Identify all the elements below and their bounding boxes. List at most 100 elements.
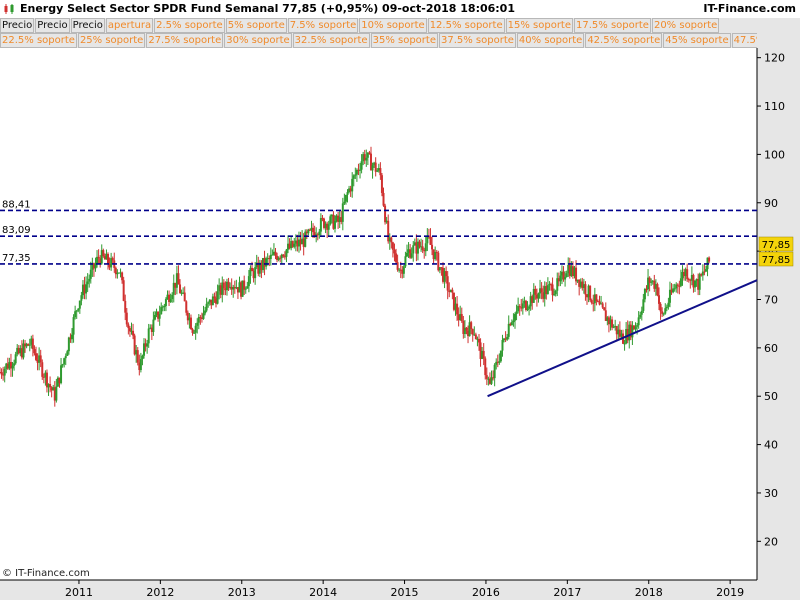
indicator-chip[interactable]: Precio <box>0 18 35 33</box>
candle-body <box>659 303 662 312</box>
indicator-chip[interactable]: Precio <box>35 18 70 33</box>
candle-body <box>529 296 532 307</box>
candle-body <box>174 282 177 288</box>
indicator-chip[interactable]: 15% soporte <box>505 18 574 33</box>
candle-body <box>71 334 74 340</box>
candle-body <box>44 372 47 378</box>
candle-body <box>623 343 626 345</box>
candle-body <box>111 258 114 261</box>
candle-body <box>335 215 338 221</box>
candle-body <box>246 286 249 289</box>
candle-body <box>606 317 609 321</box>
candle-body <box>373 162 376 166</box>
candle-body <box>615 326 618 335</box>
indicator-chip[interactable]: 30% soporte <box>224 33 292 48</box>
candle-body <box>690 274 693 281</box>
indicator-chips-row-1: Precio Precio Precio apertura 2.5% soporte 5%… <box>0 18 757 33</box>
candle-body <box>556 278 559 291</box>
candle-body <box>379 168 382 176</box>
candle-body <box>477 338 480 343</box>
chart-title: Energy Select Sector SPDR Fund Semanal 7… <box>20 2 515 15</box>
candle-body <box>537 293 540 299</box>
indicator-chip[interactable]: apertura <box>105 18 154 33</box>
indicator-chip[interactable]: 35% soporte <box>370 33 438 48</box>
candle-body <box>280 254 283 259</box>
candle-body <box>532 288 535 303</box>
candle-body <box>41 362 44 377</box>
indicator-chip[interactable]: 32.5% soporte <box>292 33 370 48</box>
candle-body <box>363 154 366 161</box>
price-tag <box>758 251 794 267</box>
candle-body <box>631 325 634 338</box>
candle-body <box>305 231 308 234</box>
candle-body <box>222 282 225 289</box>
candle-body <box>374 162 377 172</box>
candle-body <box>438 267 441 271</box>
candle-body <box>708 257 711 262</box>
candle-body <box>452 292 455 310</box>
indicator-chip[interactable]: 37.5% soporte <box>438 33 516 48</box>
candle-body <box>216 291 219 304</box>
indicator-chip[interactable]: 7.5% soporte <box>287 18 359 33</box>
indicator-chip[interactable]: 2.5% soporte <box>154 18 225 33</box>
price-tag-label: 77,85 <box>762 255 791 266</box>
candle-body <box>675 284 678 289</box>
candle-body <box>485 375 488 379</box>
candle-body <box>36 359 39 363</box>
candle-body <box>180 292 183 294</box>
support-line-label: 83,09 <box>2 225 31 236</box>
candle-body <box>441 268 444 282</box>
candle-body <box>241 280 244 297</box>
candle-body <box>643 289 646 300</box>
indicator-chip[interactable]: 45% soporte <box>663 33 731 48</box>
indicator-chip[interactable]: 5% soporte <box>225 18 287 33</box>
candle-body <box>349 188 352 192</box>
candle-body <box>402 266 405 274</box>
candle-body <box>398 269 401 271</box>
indicator-chip[interactable]: 40% soporte <box>516 33 585 48</box>
candle-body <box>593 294 596 304</box>
candle-body <box>528 306 531 309</box>
candle-body <box>650 281 653 283</box>
candle-body <box>540 288 543 293</box>
candle-body <box>637 317 640 326</box>
indicator-chip[interactable]: 27.5% soporte <box>146 33 224 48</box>
indicator-chip[interactable]: 25% soporte <box>77 33 146 48</box>
indicator-chip[interactable]: 20% soporte <box>651 18 720 33</box>
candle-body <box>653 280 656 289</box>
candle-body <box>551 284 554 296</box>
candle-body <box>263 257 266 267</box>
indicator-chip[interactable]: Precio <box>70 18 105 33</box>
candle-body <box>146 343 149 347</box>
candle-body <box>42 376 45 378</box>
candle-body <box>341 203 344 222</box>
candle-body <box>423 250 426 252</box>
candle-body <box>639 314 642 318</box>
candle-body <box>651 280 654 282</box>
candle-body <box>614 326 617 328</box>
candle-body <box>102 250 105 257</box>
indicator-chip[interactable]: 17.5% soporte <box>574 18 651 33</box>
candle-body <box>288 243 291 249</box>
indicator-chip[interactable]: 42.5% soporte <box>585 33 663 48</box>
candle-body <box>471 329 474 335</box>
candle-body <box>312 227 315 233</box>
candle-body <box>668 289 671 303</box>
candle-body <box>658 295 661 304</box>
indicator-chip[interactable]: 22.5% soporte <box>0 33 77 48</box>
candle-body <box>3 368 6 376</box>
candle-body <box>204 310 207 314</box>
candle-body <box>488 378 491 384</box>
indicator-chip[interactable]: 47.5% soporte <box>731 33 757 48</box>
candle-body <box>119 272 122 274</box>
candle-body <box>121 272 124 281</box>
indicator-chip[interactable]: 12.5% soporte <box>427 18 505 33</box>
candle-body <box>554 290 557 295</box>
candle-body <box>571 266 574 276</box>
indicator-chip[interactable]: 10% soporte <box>359 18 427 33</box>
candle-body <box>22 343 25 358</box>
x-tick-label: 2011 <box>65 586 93 599</box>
candle-body <box>327 224 330 230</box>
candle-body <box>147 328 150 344</box>
candle-body <box>33 349 36 354</box>
